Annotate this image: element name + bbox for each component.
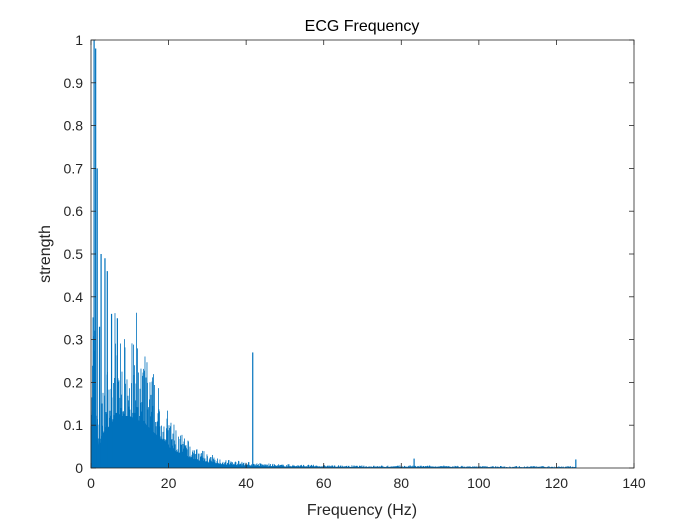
y-tick-label-0.2: 0.2	[64, 374, 84, 390]
x-axis-label: Frequency (Hz)	[307, 502, 417, 519]
y-tick-label-0.9: 0.9	[64, 75, 84, 91]
x-tick-label-0: 0	[87, 475, 95, 491]
y-axis-label: strength	[37, 225, 54, 283]
x-axis: 0 20 40 60 80 100 120 140	[87, 40, 646, 491]
x-tick-label-80: 80	[393, 475, 409, 491]
x-tick-label-140: 140	[622, 475, 646, 491]
x-tick-label-60: 60	[316, 475, 332, 491]
x-tick-label-120: 120	[545, 475, 569, 491]
x-tick-label-40: 40	[238, 475, 254, 491]
y-tick-label-0.4: 0.4	[64, 289, 84, 305]
y-tick-label-0.5: 0.5	[64, 246, 84, 262]
y-tick-label-0.7: 0.7	[64, 160, 84, 176]
y-tick-label-1: 1	[75, 32, 83, 48]
x-tick-label-100: 100	[467, 475, 491, 491]
y-tick-label-0.6: 0.6	[64, 203, 84, 219]
y-tick-label-0.1: 0.1	[64, 417, 84, 433]
y-tick-label-0.8: 0.8	[64, 118, 84, 134]
x-tick-label-20: 20	[161, 475, 177, 491]
spectrum-peaks	[93, 40, 577, 468]
spectrum-fill	[91, 390, 266, 468]
y-tick-label-0: 0	[75, 460, 83, 476]
chart-title: ECG Frequency	[305, 18, 420, 35]
y-tick-label-0.3: 0.3	[64, 332, 84, 348]
plot-area	[91, 40, 634, 468]
y-axis: 0 0.1 0.2 0.3 0.4 0.5 0.6 0.7 0.8 0.9 1	[64, 32, 634, 476]
